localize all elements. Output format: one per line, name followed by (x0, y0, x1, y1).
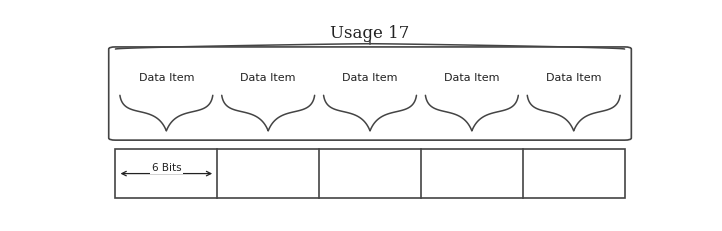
Text: Data Item: Data Item (342, 73, 398, 82)
Text: Data Item: Data Item (444, 73, 500, 82)
Text: Data Item: Data Item (139, 73, 194, 82)
Text: Data Item: Data Item (240, 73, 296, 82)
Text: 6 Bits: 6 Bits (152, 163, 181, 173)
Bar (116, 149, 625, 198)
FancyBboxPatch shape (109, 47, 631, 140)
Text: Usage 17: Usage 17 (331, 25, 409, 43)
Text: Data Item: Data Item (546, 73, 601, 82)
